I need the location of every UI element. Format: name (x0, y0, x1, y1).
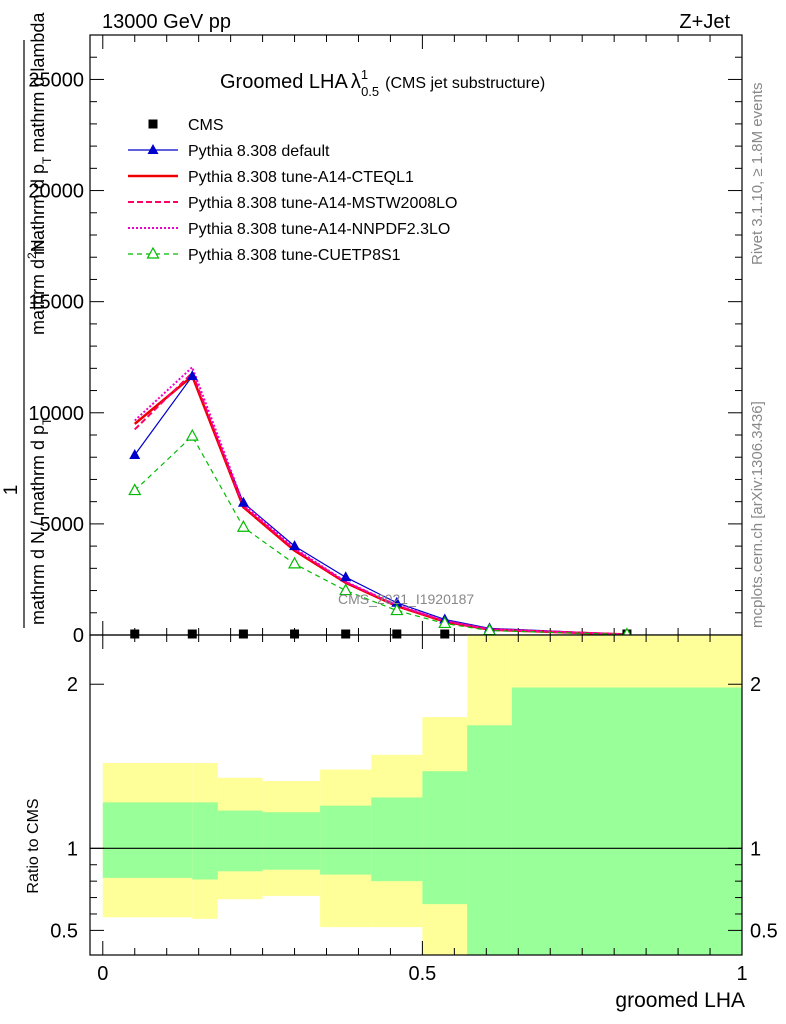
data-point-1 (391, 596, 403, 607)
ratio-band-inner-bin (102, 802, 193, 878)
data-point-5 (339, 583, 353, 596)
rivet-label: Rivet 3.1.10, ≥ 1.8M events (749, 83, 766, 266)
data-point-0 (341, 629, 351, 639)
svg-text:1: 1 (1, 485, 22, 496)
ratio-frame (89, 634, 743, 956)
main-y-label-bottom: mathrm d N / mathrm d pT (28, 417, 54, 625)
header-left: 13000 GeV pp (102, 11, 231, 33)
legend-label: Pythia 8.308 tune-CUETP8S1 (188, 247, 401, 264)
data-point-0 (440, 629, 450, 639)
header-right: Z+Jet (679, 11, 730, 33)
data-point-5 (236, 519, 250, 532)
data-point-1 (340, 571, 352, 582)
chart-title: Groomed LHA λ1 0.5 (CMS jet substructure) (220, 67, 545, 99)
data-point-0 (238, 629, 248, 639)
x-tick-label: 1 (736, 963, 747, 985)
y-tick-label: 0 (73, 625, 84, 647)
main-y-label: 1 mathrm d N / mathrm d pT mathrm d2N ma… (1, 12, 54, 628)
ratio-y-tick-label-right: 0.5 (750, 920, 778, 942)
data-point-0 (392, 629, 402, 639)
ratio-band-inner-bin (422, 771, 468, 905)
analysis-watermark: CMS_2021_I1920187 (338, 591, 474, 607)
ratio-panel: 0 0.5 10.5 0.51 12 2 (50, 634, 778, 985)
ratio-band-inner-bin (262, 812, 321, 870)
series-line-4 (134, 365, 627, 636)
data-point-5 (128, 483, 142, 496)
ratio-band-inner-bin (371, 797, 423, 882)
legend-marker (148, 119, 158, 129)
data-point-0 (187, 629, 197, 639)
ratio-y-tick-label: 2 (67, 674, 78, 696)
ratio-y-tick-label-right: 2 (750, 674, 761, 696)
data-point-1 (289, 540, 301, 551)
data-point-0 (130, 629, 140, 639)
ratio-band-inner-bin (217, 810, 263, 872)
data-point-5 (390, 603, 404, 616)
y-tick-label: 25000 (28, 69, 84, 91)
y-tick-label: 5000 (40, 514, 85, 536)
ratio-y-tick-label-right: 1 (750, 838, 761, 860)
data-point-5 (288, 556, 302, 569)
main-y-label-top2: mathrm d pTmathrm d lambda (28, 12, 54, 255)
legend-label: CMS (188, 117, 224, 134)
x-tick-label: 0.5 (408, 963, 436, 985)
data-point-1 (237, 496, 249, 507)
y-tick-label: 20000 (28, 181, 84, 203)
ratio-y-tick-label: 0.5 (50, 920, 78, 942)
legend-label: Pythia 8.308 default (188, 143, 330, 160)
legend-label: Pythia 8.308 tune-A14-NNPDF2.3LO (188, 221, 450, 238)
data-point-1 (186, 370, 198, 381)
legend-label: Pythia 8.308 tune-A14-CTEQL1 (188, 169, 414, 186)
legend-marker (147, 144, 159, 154)
data-point-5 (438, 616, 452, 629)
ratio-band-inner-bin (320, 805, 372, 875)
main-y-label-top: mathrm d2N (25, 239, 48, 335)
legend: CMS Pythia 8.308 default Pythia 8.308 tune… (128, 117, 457, 264)
ratio-band-inner-bin (467, 725, 512, 955)
ratio-band-inner-bin (511, 687, 742, 955)
ratio-y-tick-label: 1 (67, 838, 78, 860)
data-point-5 (185, 428, 199, 441)
mcplots-label: mcplots.cern.ch [arXiv:1306.3436] (749, 401, 766, 628)
main-panel: 0 5000 10000 15000 20000 25000 (28, 34, 743, 647)
data-point-1 (129, 449, 141, 459)
y-tick-label: 10000 (28, 403, 84, 425)
ratio-y-label: Ratio to CMS (25, 798, 42, 893)
legend-marker (146, 246, 160, 259)
x-tick-label: 0 (97, 963, 108, 985)
x-axis-label: groomed LHA (615, 989, 745, 1012)
legend-label: Pythia 8.308 tune-A14-MSTW2008LO (188, 195, 457, 212)
y-tick-label: 15000 (28, 292, 84, 314)
data-point-0 (290, 629, 300, 639)
ratio-band-inner-bin (192, 802, 218, 880)
